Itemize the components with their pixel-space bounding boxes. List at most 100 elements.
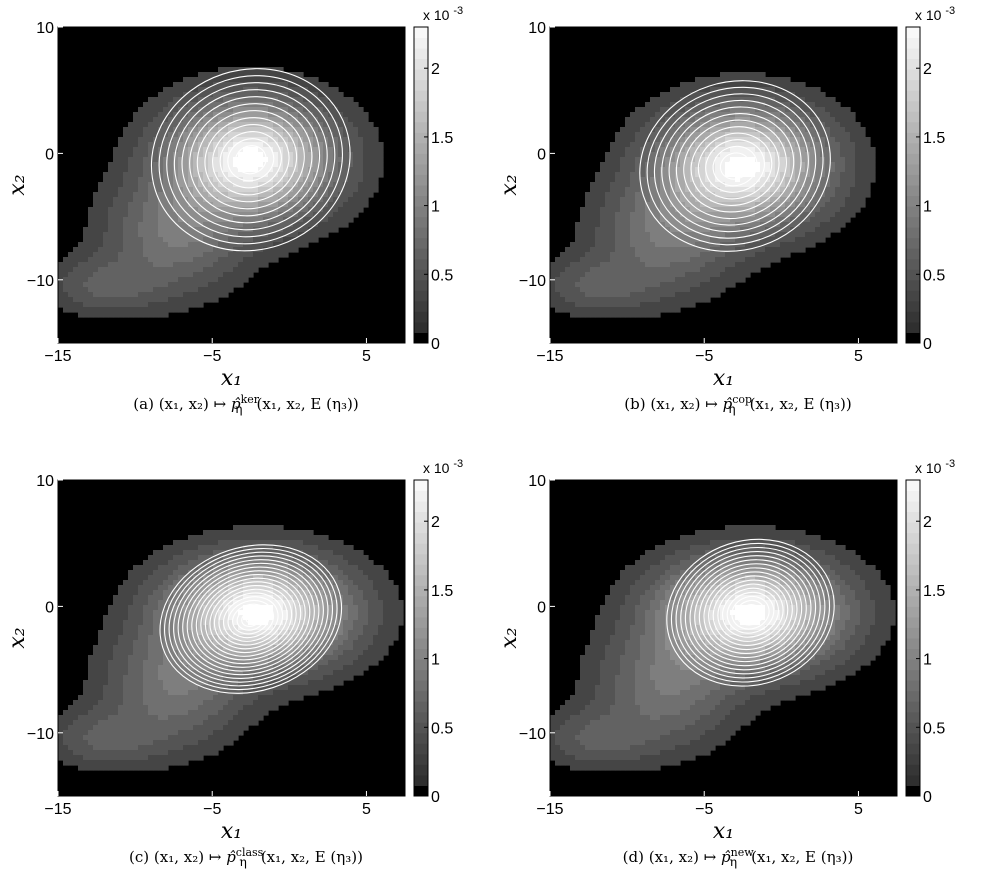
density-cell bbox=[123, 192, 129, 198]
density-cell bbox=[665, 277, 671, 283]
density-cell bbox=[188, 77, 194, 83]
density-cell bbox=[68, 292, 74, 298]
density-cell bbox=[243, 267, 249, 273]
density-cell bbox=[108, 237, 114, 243]
density-cell bbox=[263, 550, 269, 556]
density-cell bbox=[103, 302, 109, 308]
density-cell bbox=[93, 192, 99, 198]
density-cell bbox=[173, 560, 179, 566]
density-cell bbox=[845, 187, 851, 193]
density-cell bbox=[675, 87, 681, 93]
density-cell bbox=[635, 202, 641, 208]
density-cell bbox=[840, 167, 846, 173]
density-cell bbox=[565, 267, 571, 273]
density-cell bbox=[640, 267, 646, 273]
density-cell bbox=[368, 560, 374, 566]
density-cell bbox=[148, 132, 154, 138]
density-cell bbox=[830, 97, 836, 103]
density-cell bbox=[665, 202, 671, 208]
density-cell bbox=[168, 97, 174, 103]
density-cell bbox=[233, 525, 239, 531]
density-cell bbox=[168, 282, 174, 288]
density-cell bbox=[565, 257, 571, 263]
density-cell bbox=[328, 227, 334, 233]
density-cell bbox=[143, 202, 149, 208]
density-cell bbox=[333, 87, 339, 93]
density-cell bbox=[645, 272, 651, 278]
density-cell bbox=[720, 262, 726, 268]
density-cell bbox=[208, 197, 214, 203]
density-cell bbox=[128, 167, 134, 173]
density-cell bbox=[580, 207, 586, 213]
density-cell bbox=[103, 187, 109, 193]
density-cell bbox=[213, 157, 219, 163]
density-cell bbox=[298, 72, 304, 78]
density-cell bbox=[153, 272, 159, 278]
density-cell bbox=[805, 242, 811, 248]
density-cell bbox=[600, 182, 606, 188]
density-cell bbox=[845, 152, 851, 158]
density-cell bbox=[730, 217, 736, 223]
density-cell bbox=[650, 102, 656, 108]
x-tick-label: 5 bbox=[362, 348, 371, 365]
density-cell bbox=[353, 555, 359, 561]
density-cell bbox=[133, 147, 139, 153]
density-cell bbox=[615, 177, 621, 183]
density-cell bbox=[575, 287, 581, 293]
density-cell bbox=[268, 530, 274, 536]
density-cell bbox=[343, 147, 349, 153]
density-cell bbox=[93, 262, 99, 268]
density-cell bbox=[740, 72, 746, 78]
density-cell bbox=[690, 302, 696, 308]
density-cell bbox=[600, 187, 606, 193]
density-cell bbox=[173, 152, 179, 158]
density-cell bbox=[238, 247, 244, 253]
density-cell bbox=[63, 267, 69, 273]
density-cell bbox=[363, 575, 369, 581]
density-cell bbox=[138, 122, 144, 128]
density-cell bbox=[143, 242, 149, 248]
density-cell bbox=[840, 112, 846, 118]
density-cell bbox=[610, 147, 616, 153]
density-cell bbox=[585, 262, 591, 268]
density-cell bbox=[158, 242, 164, 248]
density-cell bbox=[680, 242, 686, 248]
density-cell bbox=[645, 247, 651, 253]
density-cell bbox=[58, 287, 64, 293]
density-cell bbox=[153, 550, 159, 556]
density-cell bbox=[193, 77, 199, 83]
density-cell bbox=[238, 187, 244, 193]
density-cell bbox=[655, 312, 661, 318]
density-cell bbox=[163, 297, 169, 303]
density-cell bbox=[113, 192, 119, 198]
density-cell bbox=[98, 292, 104, 298]
density-cell bbox=[830, 192, 836, 198]
density-cell bbox=[358, 197, 364, 203]
density-cell bbox=[233, 267, 239, 273]
density-cell bbox=[770, 247, 776, 253]
density-cell bbox=[595, 197, 601, 203]
density-cell bbox=[238, 282, 244, 288]
density-cell bbox=[790, 237, 796, 243]
density-cell bbox=[830, 127, 836, 133]
density-cell bbox=[108, 282, 114, 288]
density-cell bbox=[570, 272, 576, 278]
density-cell bbox=[640, 127, 646, 133]
density-cell bbox=[630, 167, 636, 173]
density-cell bbox=[348, 550, 354, 556]
density-cell bbox=[103, 212, 109, 218]
density-cell bbox=[193, 272, 199, 278]
density-cell bbox=[358, 575, 364, 581]
density-cell bbox=[835, 217, 841, 223]
density-cell bbox=[113, 187, 119, 193]
density-cell bbox=[735, 77, 741, 83]
density-cell bbox=[98, 207, 104, 213]
density-cell bbox=[78, 257, 84, 263]
density-cell bbox=[690, 277, 696, 283]
density-cell bbox=[805, 92, 811, 98]
density-cell bbox=[198, 282, 204, 288]
density-cell bbox=[850, 187, 856, 193]
density-cell bbox=[625, 297, 631, 303]
density-cell bbox=[153, 292, 159, 298]
density-cell bbox=[248, 102, 254, 108]
